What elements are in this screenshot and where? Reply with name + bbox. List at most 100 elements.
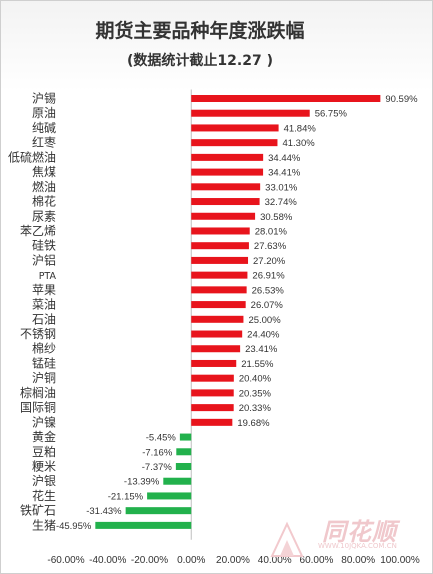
- category-label: 尿素: [32, 209, 56, 223]
- bar-6: [191, 168, 264, 176]
- bar-12: [191, 256, 249, 264]
- bar-4: [191, 139, 278, 147]
- bar-8: [191, 198, 260, 206]
- category-label: 沪铜: [32, 370, 56, 385]
- category-label: 焦煤: [32, 165, 56, 179]
- bar-11: [191, 242, 249, 250]
- bar-25: [176, 448, 192, 456]
- bar-15: [191, 301, 246, 309]
- data-label: 27.20%: [253, 256, 286, 267]
- x-tick-label: -40.00%: [89, 555, 126, 566]
- category-label: 纯碱: [32, 121, 56, 135]
- data-label: -7.37%: [142, 462, 173, 473]
- category-label: 国际铜: [20, 400, 56, 415]
- x-tick-label: 20.00%: [216, 555, 250, 566]
- data-label: 26.91%: [252, 271, 285, 282]
- x-tick-label: 100.00%: [380, 555, 420, 566]
- category-label: 原油: [32, 106, 56, 120]
- data-label: 41.30%: [282, 138, 315, 149]
- bar-9: [191, 212, 256, 220]
- data-label: 34.44%: [268, 153, 301, 164]
- data-label: 21.55%: [241, 359, 274, 370]
- category-label: 苹果: [32, 283, 56, 297]
- data-label: -7.16%: [142, 447, 173, 458]
- data-label: 26.07%: [251, 300, 284, 311]
- category-label: 豆粕: [32, 444, 56, 459]
- category-label: 棉花: [32, 194, 56, 209]
- data-label: 20.40%: [239, 374, 272, 385]
- category-label: 黄金: [32, 429, 56, 444]
- category-label: 铁矿石: [20, 504, 56, 518]
- chart-title: 期货主要品种年度涨跌幅: [95, 20, 305, 42]
- data-label: -13.39%: [124, 477, 160, 488]
- bar-26: [175, 463, 192, 470]
- bar-24: [179, 433, 192, 441]
- data-label: 90.59%: [385, 94, 418, 105]
- data-label: 25.00%: [248, 315, 281, 326]
- data-label: 34.41%: [268, 168, 301, 179]
- bar-17: [191, 330, 243, 338]
- data-label: 19.68%: [237, 418, 270, 429]
- bar-16: [191, 315, 244, 323]
- data-label: 27.63%: [254, 241, 287, 252]
- category-label: 沪镍: [32, 415, 56, 429]
- brand-logo-icon: [270, 521, 304, 557]
- category-label: 低硫燃油: [8, 149, 56, 164]
- watermark-url: WWW.10JQKA.COM.CN: [318, 542, 397, 550]
- bar-29: [125, 507, 192, 515]
- x-tick-label: 60.00%: [300, 555, 334, 566]
- bar-19: [191, 359, 237, 367]
- category-label: 沪铝: [32, 252, 56, 267]
- data-label: 32.74%: [265, 197, 298, 208]
- data-label: 30.58%: [260, 212, 293, 223]
- data-label: -45.95%: [56, 521, 92, 532]
- x-tick-label: 80.00%: [341, 555, 375, 566]
- watermark-brand: 同花顺: [322, 518, 397, 546]
- category-label: 硅铁: [32, 239, 56, 253]
- bar-14: [191, 286, 247, 294]
- category-label: 菜油: [32, 298, 56, 312]
- data-label: 26.53%: [252, 285, 285, 296]
- bar-13: [191, 271, 248, 279]
- category-label: 棕榈油: [20, 385, 56, 400]
- chart-subtitle: (数据统计截止12.27 ): [127, 53, 273, 69]
- category-label: 锰硅: [32, 355, 56, 370]
- bar-18: [191, 345, 241, 353]
- x-tick-label: 0.00%: [177, 555, 205, 566]
- category-label: 沪锡: [32, 91, 56, 106]
- bar-20: [191, 374, 234, 382]
- bar-10: [191, 227, 250, 235]
- data-label: 24.40%: [247, 330, 280, 341]
- category-label: 红枣: [32, 135, 56, 150]
- x-tick-label: 40.00%: [258, 555, 292, 566]
- bar-22: [191, 404, 234, 412]
- data-label: 41.84%: [284, 123, 317, 134]
- category-label: 苯乙烯: [20, 224, 56, 238]
- data-label: -31.43%: [86, 506, 122, 517]
- bar-23: [191, 418, 233, 426]
- bar-30: [95, 521, 192, 529]
- bar-2: [191, 109, 310, 117]
- category-label: 生猪: [32, 518, 56, 532]
- data-label: 20.33%: [239, 403, 272, 414]
- category-label: PTA: [39, 271, 57, 282]
- category-label: 棉纱: [32, 342, 56, 356]
- data-label: -21.15%: [108, 491, 144, 502]
- data-label: 56.75%: [315, 109, 348, 120]
- category-label: 沪银: [32, 474, 56, 488]
- data-label: 33.01%: [265, 182, 298, 193]
- category-label: 粳米: [32, 460, 56, 474]
- bar-1: [191, 95, 381, 102]
- category-label: 燃油: [32, 179, 56, 194]
- x-tick-label: -20.00%: [131, 555, 168, 566]
- data-label: -5.45%: [146, 433, 177, 444]
- category-label: 花生: [32, 488, 56, 503]
- bar-3: [191, 124, 279, 132]
- data-label: 20.35%: [239, 388, 272, 399]
- bar-7: [191, 183, 261, 191]
- data-label: 28.01%: [255, 226, 288, 237]
- bar-21: [191, 389, 234, 397]
- category-label: 不锈钢: [20, 327, 56, 341]
- category-label: 石油: [32, 312, 56, 326]
